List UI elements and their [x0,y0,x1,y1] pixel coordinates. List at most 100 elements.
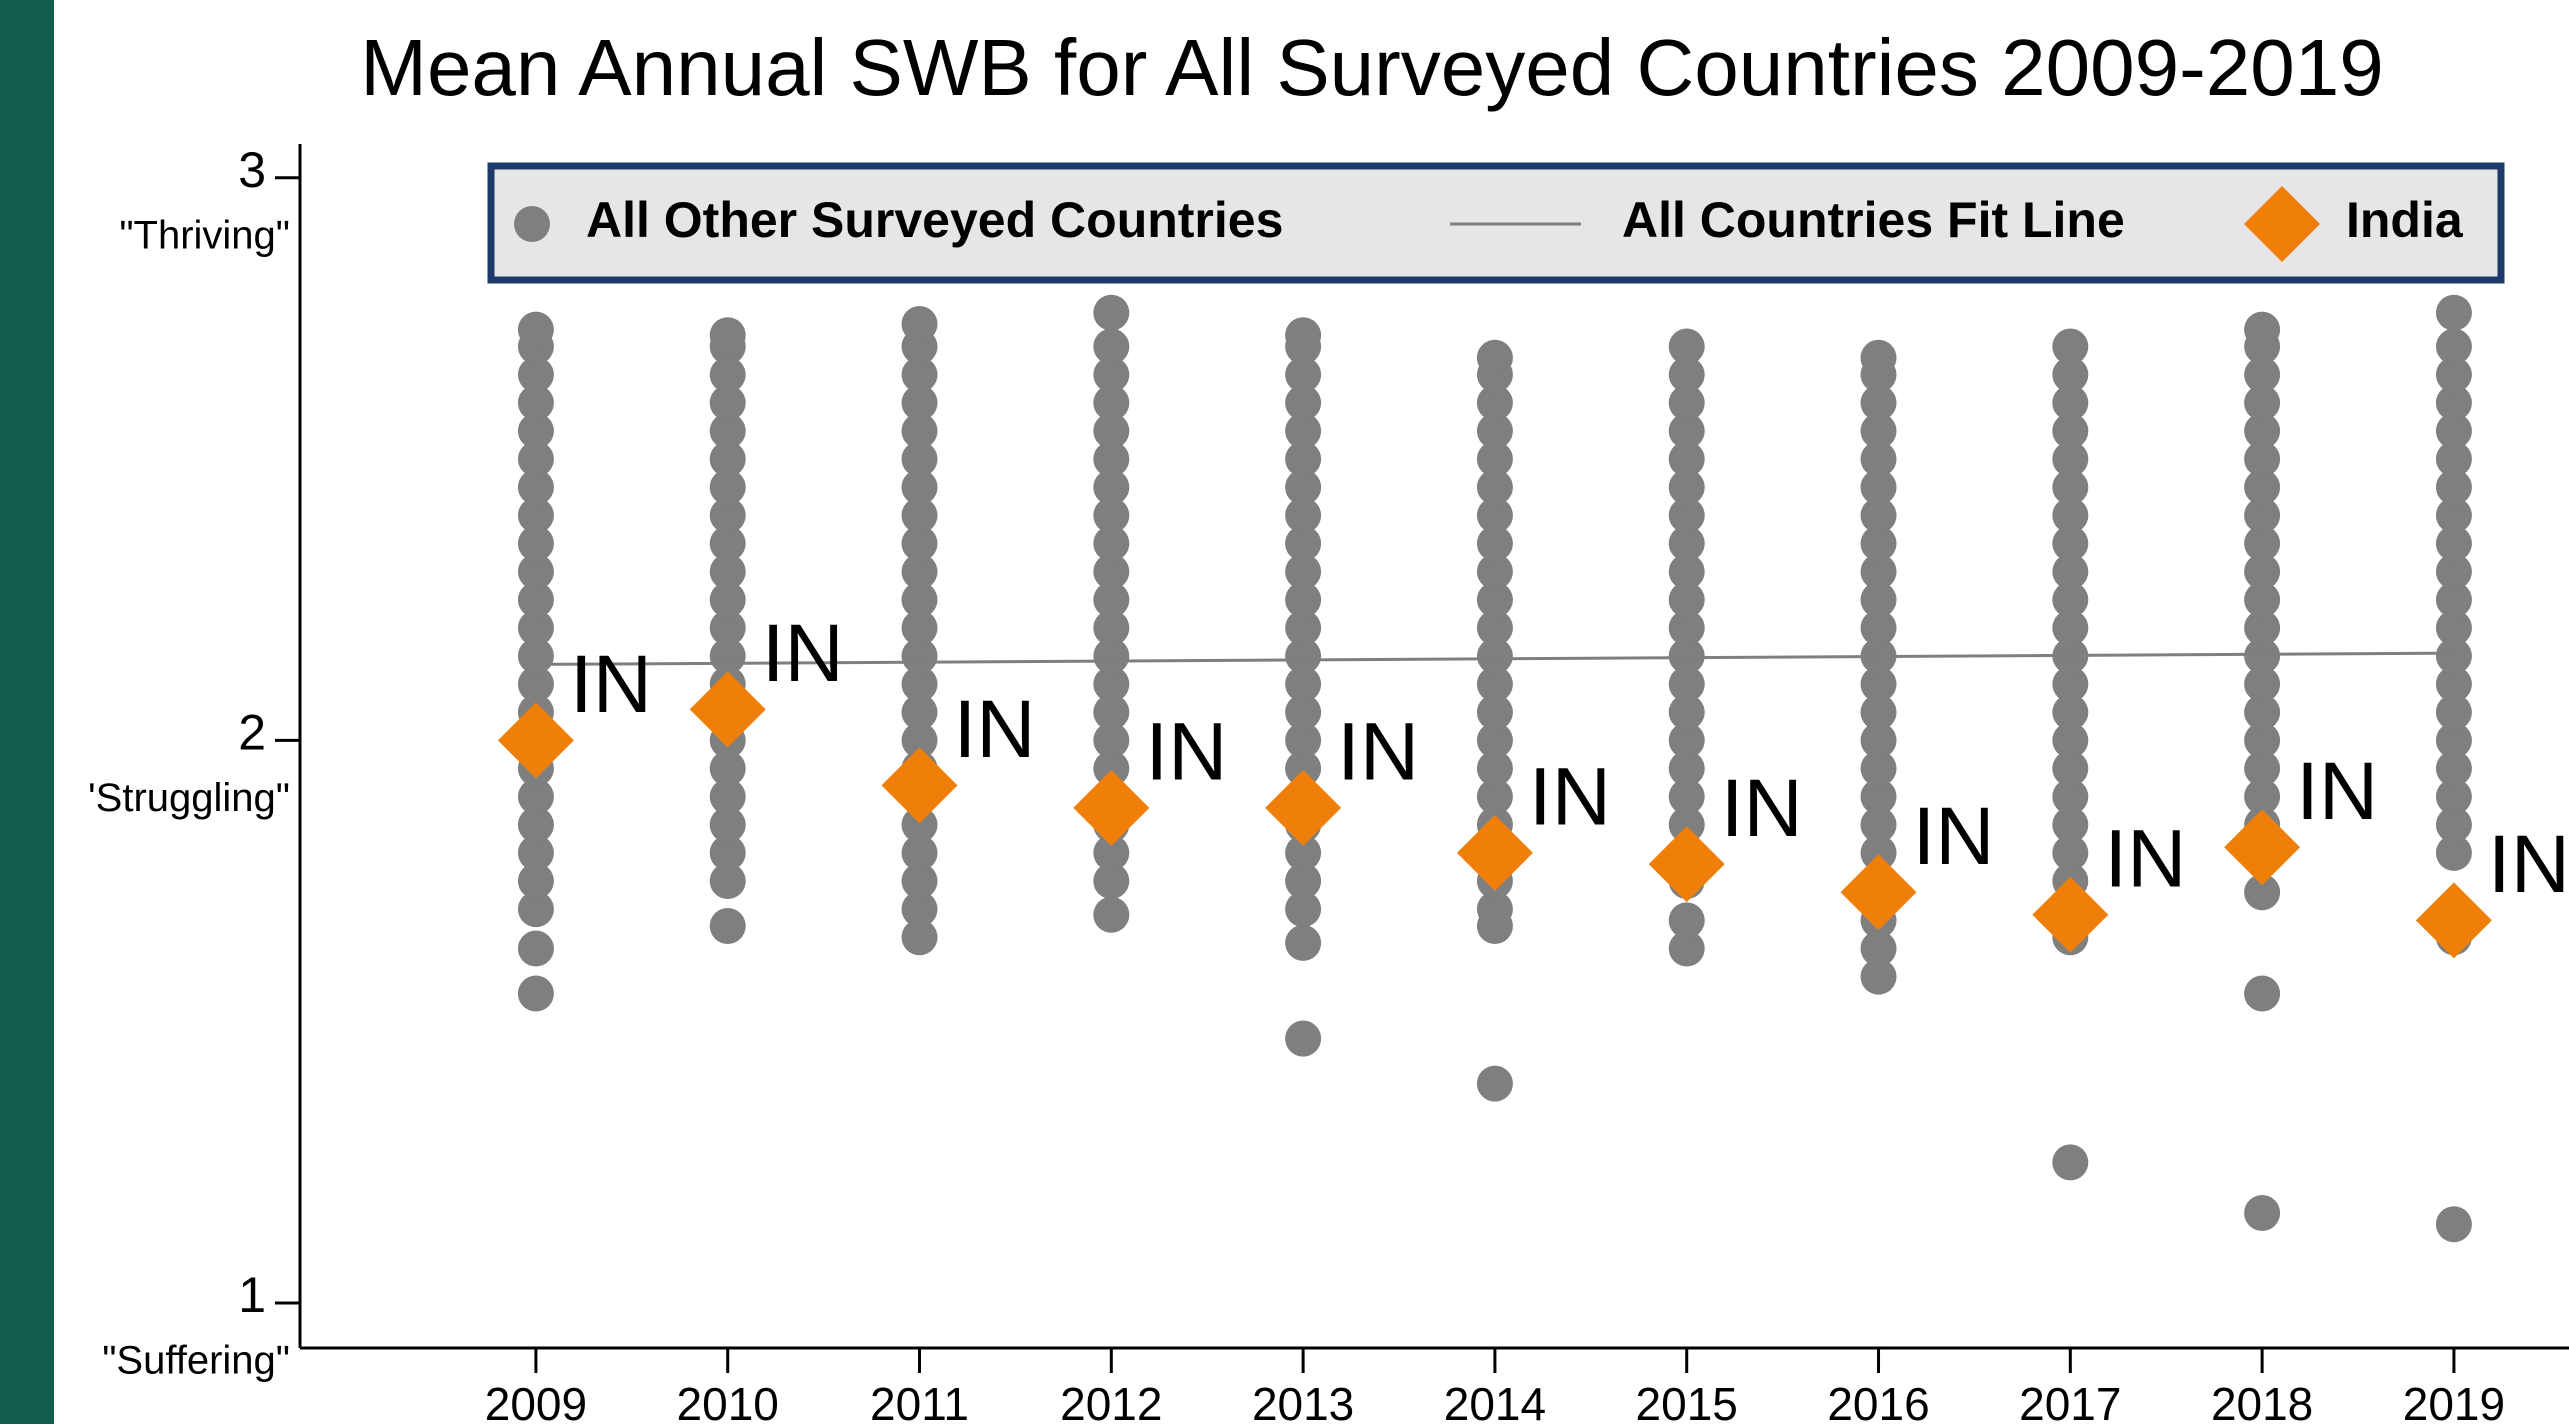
india-marker [2032,876,2109,953]
country-dot [517,553,554,590]
country-dot [517,311,554,348]
country-dot [2244,975,2281,1012]
x-tick-label: 2018 [2211,1378,2313,1424]
country-dot [1860,722,1897,759]
country-dot [1860,806,1897,843]
y-tick-name: "Thriving" [119,213,290,257]
country-dot [2052,553,2089,590]
country-dot [1668,778,1705,815]
country-dot [2435,609,2472,646]
country-dot [1093,834,1130,871]
country-dot [709,834,746,871]
country-dot [709,356,746,393]
country-dot [1093,750,1130,787]
country-dot [517,412,554,449]
country-dot [1860,525,1897,562]
country-dot [1668,694,1705,731]
india-marker [2224,809,2301,886]
country-dot [517,806,554,843]
country-dot [2435,469,2472,506]
country-dot [1093,666,1130,703]
india-marker [497,702,574,779]
country-dot [901,694,938,731]
country-dot [517,834,554,871]
country-dot [2052,441,2089,478]
country-dot [901,722,938,759]
india-marker [1840,854,1917,931]
country-dot [2435,581,2472,618]
country-dot [709,553,746,590]
country-dot [517,469,554,506]
country-dot [1285,863,1322,900]
country-dot [2052,806,2089,843]
country-dot [1093,553,1130,590]
country-dot [1860,958,1897,995]
country-dot [901,919,938,956]
country-dot [1860,834,1897,871]
country-dot [517,609,554,646]
country-dot [1285,750,1322,787]
y-tick-name: 'Struggling" [88,776,290,820]
country-dot [1476,553,1513,590]
country-dot [2052,356,2089,393]
country-dot [1285,834,1322,871]
country-dot [1668,722,1705,759]
country-dot [709,525,746,562]
country-dot [1476,778,1513,815]
country-dot [517,497,554,534]
country-dot [1860,553,1897,590]
country-dot [1285,525,1322,562]
country-dot [1860,581,1897,618]
india-marker [2415,882,2492,959]
fit-line [535,651,2454,666]
country-dot [1668,637,1705,674]
x-tick-label: 2011 [870,1378,969,1424]
country-dot [1285,694,1322,731]
country-dot [1860,666,1897,703]
country-dot [901,666,938,703]
point-label: IN [2104,813,2186,904]
legend-label: All Other Surveyed Countries [586,192,1283,248]
country-dot [1285,609,1322,646]
country-dot [517,666,554,703]
country-dot [709,863,746,900]
country-dot [709,469,746,506]
x-tick-label: 2014 [1444,1378,1546,1424]
country-dot [517,930,554,967]
country-dot [2244,1194,2281,1231]
country-dot [1476,469,1513,506]
country-dot [2052,609,2089,646]
country-dot [2052,328,2089,365]
point-label: IN [570,639,652,730]
country-dot [517,581,554,618]
country-dot [1093,328,1130,365]
country-dot [2435,778,2472,815]
country-dot [2052,834,2089,871]
country-dot [2244,469,2281,506]
x-tick-label: 2009 [485,1378,587,1424]
legend-marker [514,206,550,242]
point-label: IN [2296,746,2378,837]
india-marker [1265,769,1342,846]
country-dot [1285,356,1322,393]
country-dot [517,441,554,478]
country-dot [1860,750,1897,787]
country-dot [2244,637,2281,674]
india-marker [1456,814,1533,891]
country-dot [2435,328,2472,365]
country-dot [2435,722,2472,759]
country-dot [1860,441,1897,478]
country-dot [2052,384,2089,421]
country-dot [2435,666,2472,703]
country-dot [901,497,938,534]
country-dot [2244,497,2281,534]
country-dot [1285,469,1322,506]
country-dot [1093,722,1130,759]
country-dot [2052,722,2089,759]
country-dot [1093,441,1130,478]
country-dot [1860,778,1897,815]
country-dot [1476,412,1513,449]
country-dot [1668,666,1705,703]
country-dot [901,384,938,421]
india-marker [881,747,958,824]
